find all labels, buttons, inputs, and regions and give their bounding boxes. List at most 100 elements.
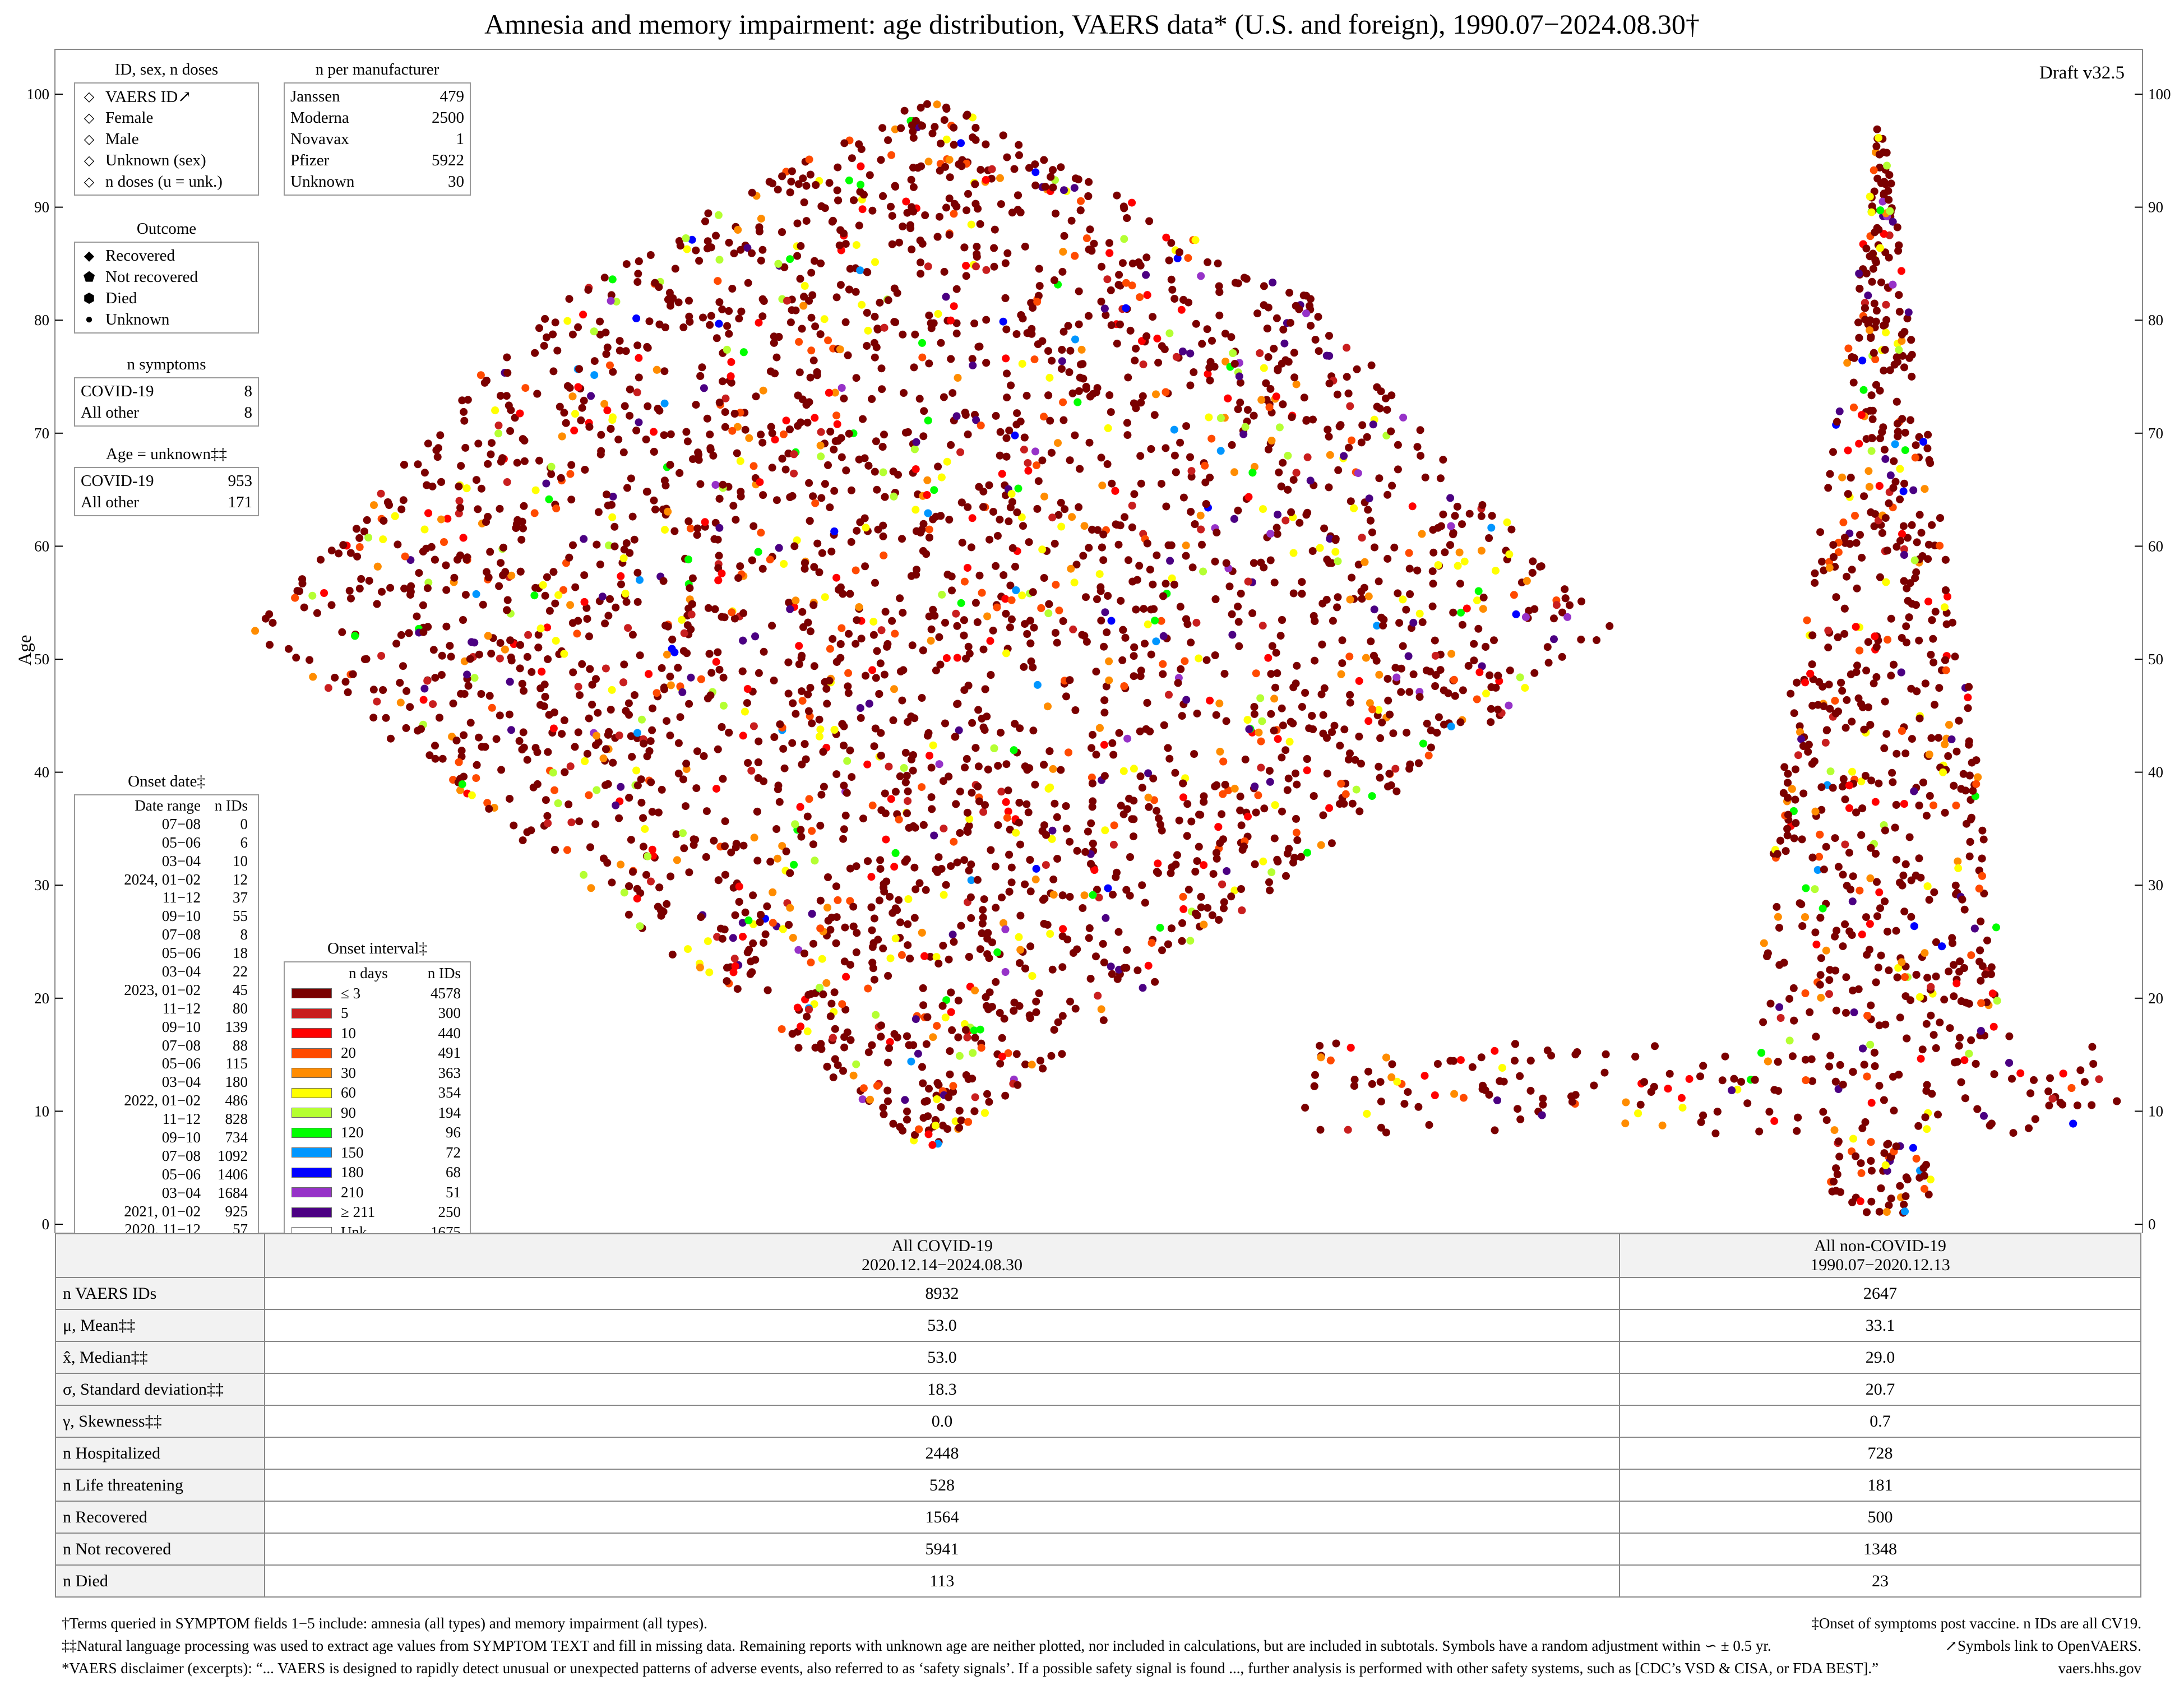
data-point[interactable] xyxy=(1133,966,1142,975)
data-point[interactable] xyxy=(1285,845,1293,853)
data-point[interactable] xyxy=(503,369,512,377)
data-point[interactable] xyxy=(1107,617,1116,625)
data-point[interactable] xyxy=(871,724,880,733)
data-point[interactable] xyxy=(1031,160,1039,169)
data-point[interactable] xyxy=(648,845,656,854)
data-point[interactable] xyxy=(1482,689,1490,698)
data-point[interactable] xyxy=(670,527,679,535)
data-point[interactable] xyxy=(505,710,513,719)
data-point[interactable] xyxy=(1801,678,1810,687)
data-point[interactable] xyxy=(1310,792,1318,800)
data-point[interactable] xyxy=(1911,453,1919,462)
data-point[interactable] xyxy=(1003,369,1011,378)
data-point[interactable] xyxy=(971,1093,979,1101)
data-point[interactable] xyxy=(976,1025,984,1034)
data-point[interactable] xyxy=(627,474,635,483)
data-point[interactable] xyxy=(1866,1040,1875,1049)
data-point[interactable] xyxy=(604,612,613,620)
data-point[interactable] xyxy=(2067,1084,2076,1092)
data-point[interactable] xyxy=(1927,734,1936,742)
data-point[interactable] xyxy=(1211,595,1220,603)
data-point[interactable] xyxy=(721,423,729,431)
data-point[interactable] xyxy=(904,428,912,436)
data-point[interactable] xyxy=(868,1041,876,1049)
data-point[interactable] xyxy=(1038,545,1047,554)
data-point[interactable] xyxy=(1875,888,1884,896)
data-point[interactable] xyxy=(945,195,954,202)
data-point[interactable] xyxy=(1075,503,1083,511)
data-point[interactable] xyxy=(1831,932,1839,941)
data-point[interactable] xyxy=(1900,550,1908,559)
data-point[interactable] xyxy=(1685,1075,1693,1083)
data-point[interactable] xyxy=(1399,595,1407,604)
data-point[interactable] xyxy=(492,735,501,743)
data-point[interactable] xyxy=(370,501,378,510)
data-point[interactable] xyxy=(772,496,781,504)
data-point[interactable] xyxy=(568,330,577,339)
data-point[interactable] xyxy=(1170,425,1178,434)
data-point[interactable] xyxy=(757,529,765,537)
data-point[interactable] xyxy=(1093,886,1101,894)
data-point[interactable] xyxy=(1298,590,1306,598)
data-point[interactable] xyxy=(960,631,968,640)
data-point[interactable] xyxy=(1260,282,1268,290)
data-point[interactable] xyxy=(964,1118,973,1126)
data-point[interactable] xyxy=(872,343,881,351)
data-point[interactable] xyxy=(1065,368,1074,376)
data-point[interactable] xyxy=(1002,649,1010,658)
data-point[interactable] xyxy=(801,282,809,290)
data-point[interactable] xyxy=(1561,585,1569,594)
data-point[interactable] xyxy=(772,353,781,362)
data-point[interactable] xyxy=(688,235,696,244)
data-point[interactable] xyxy=(1220,904,1228,913)
data-point[interactable] xyxy=(1284,774,1293,783)
data-point[interactable] xyxy=(1875,1081,1884,1090)
data-point[interactable] xyxy=(1018,591,1026,600)
data-point[interactable] xyxy=(1944,592,1951,601)
data-point[interactable] xyxy=(429,700,437,709)
data-point[interactable] xyxy=(897,951,906,959)
data-point[interactable] xyxy=(1897,267,1905,275)
data-point[interactable] xyxy=(754,548,762,556)
data-point[interactable] xyxy=(960,686,969,695)
data-point[interactable] xyxy=(1972,756,1981,765)
data-point[interactable] xyxy=(1377,613,1386,622)
data-point[interactable] xyxy=(727,372,735,381)
data-point[interactable] xyxy=(871,258,879,266)
data-point[interactable] xyxy=(1839,871,1847,879)
data-point[interactable] xyxy=(929,1033,937,1041)
data-point[interactable] xyxy=(1122,886,1131,894)
data-point[interactable] xyxy=(984,929,992,937)
data-point[interactable] xyxy=(1963,820,1970,828)
data-point[interactable] xyxy=(719,673,728,682)
data-point[interactable] xyxy=(1040,761,1048,769)
data-point[interactable] xyxy=(949,1087,957,1096)
data-point[interactable] xyxy=(1162,502,1170,511)
data-point[interactable] xyxy=(452,737,461,745)
data-point[interactable] xyxy=(979,503,987,511)
data-point[interactable] xyxy=(937,339,945,347)
data-point[interactable] xyxy=(392,640,401,648)
data-point[interactable] xyxy=(1446,494,1455,502)
data-point[interactable] xyxy=(910,363,918,372)
data-point[interactable] xyxy=(1314,313,1322,321)
data-point[interactable] xyxy=(1341,790,1350,798)
data-point[interactable] xyxy=(644,402,652,410)
data-point[interactable] xyxy=(1872,317,1880,326)
data-point[interactable] xyxy=(804,990,813,999)
data-point[interactable] xyxy=(2030,1076,2038,1084)
data-point[interactable] xyxy=(1820,865,1828,874)
data-point[interactable] xyxy=(1340,799,1348,808)
data-point[interactable] xyxy=(825,677,834,685)
data-point[interactable] xyxy=(786,493,794,501)
data-point[interactable] xyxy=(626,385,634,393)
data-point[interactable] xyxy=(1956,957,1964,966)
data-point[interactable] xyxy=(1428,602,1437,610)
data-point[interactable] xyxy=(484,573,493,582)
data-point[interactable] xyxy=(394,540,402,549)
data-point[interactable] xyxy=(1856,1197,1864,1205)
data-point[interactable] xyxy=(1085,312,1093,320)
data-point[interactable] xyxy=(631,691,638,699)
data-point[interactable] xyxy=(998,470,1006,478)
data-point[interactable] xyxy=(730,410,739,418)
